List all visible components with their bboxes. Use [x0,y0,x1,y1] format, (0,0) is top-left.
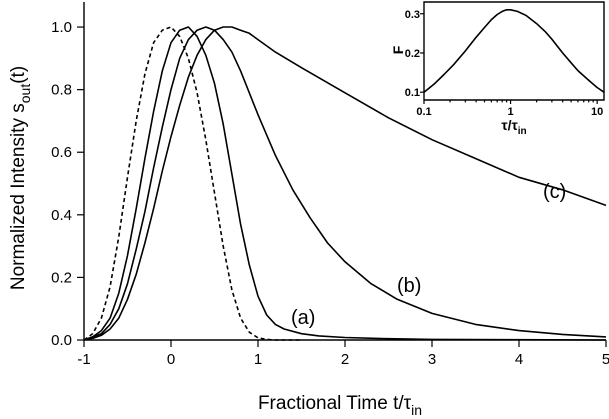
main-y-tick-label: 0.6 [51,144,72,161]
main-y-tick-label: 0.4 [51,207,72,224]
main-x-tick-label: 1 [254,351,262,368]
inset-x-axis-title: τ/τin [501,117,526,137]
main-y-tick-label: 1.0 [51,19,72,36]
main-x-tick-label: 2 [341,351,349,368]
inset-plot-frame [423,1,605,101]
main-x-tick-label: 0 [167,351,175,368]
curve-label-c: (c) [543,181,566,203]
inset-x-tick-label: 1 [508,106,514,118]
main-x-tick-label: -1 [77,351,90,368]
main-y-ticks: 0.0 0.2 0.4 0.6 0.8 1.0 [51,19,84,349]
inset-y-axis-title: F [390,45,406,54]
main-series-line-dashed [83,26,302,341]
inset-x-axis-title-sub: in [518,126,527,137]
inset-y-tick-label: 0.3 [405,9,420,21]
x-axis-title-sub: in [411,402,422,418]
main-series-line-c [83,26,607,341]
inset-x-tick-label: 10 [591,106,603,118]
x-axis-title: Fractional Time t/τin [258,393,422,418]
inset-background [420,0,609,110]
main-x-tick-label: 4 [515,351,523,368]
inset-plot-area [423,9,605,93]
inset-chart: 0.1 1 10 0.1 0.2 0.3 τ/τin F [390,0,609,137]
main-series-line-a [83,26,607,341]
main-x-tick-label: 5 [602,351,609,368]
inset-x-ticks: 0.1 1 10 [416,100,603,118]
inset-y-tick-label: 0.2 [405,48,420,60]
curve-label-b: (b) [397,275,421,297]
main-x-ticks: -1 0 1 2 3 4 5 [77,340,609,368]
main-plot-area [83,26,607,341]
y-axis-title: Normalized Intensity sout(t) [8,66,33,290]
main-y-tick-label: 0.2 [51,269,72,286]
inset-x-axis-title-main: τ/τ [501,117,518,133]
inset-series-line-0 [423,9,605,93]
inset-y-tick-label: 0.1 [405,87,420,99]
y-axis-title-main: Normalized Intensity s [8,103,29,290]
inset-y-ticks: 0.1 0.2 0.3 [405,9,424,99]
main-y-tick-label: 0.0 [51,332,72,349]
inset-x-tick-label: 0.1 [416,106,431,118]
main-chart: -1 0 1 2 3 4 5 0.0 0.2 0.4 0.6 0.8 1.0 Fractional T… [8,2,609,418]
main-y-tick-label: 0.8 [51,82,72,99]
y-axis-title-suffix: (t) [8,66,29,84]
main-series-line-b [83,26,607,341]
y-axis-title-sub: out [17,84,33,104]
x-axis-title-main: Fractional Time t/τ [258,393,412,414]
main-x-tick-label: 3 [428,351,436,368]
curve-label-a: (a) [291,307,315,329]
